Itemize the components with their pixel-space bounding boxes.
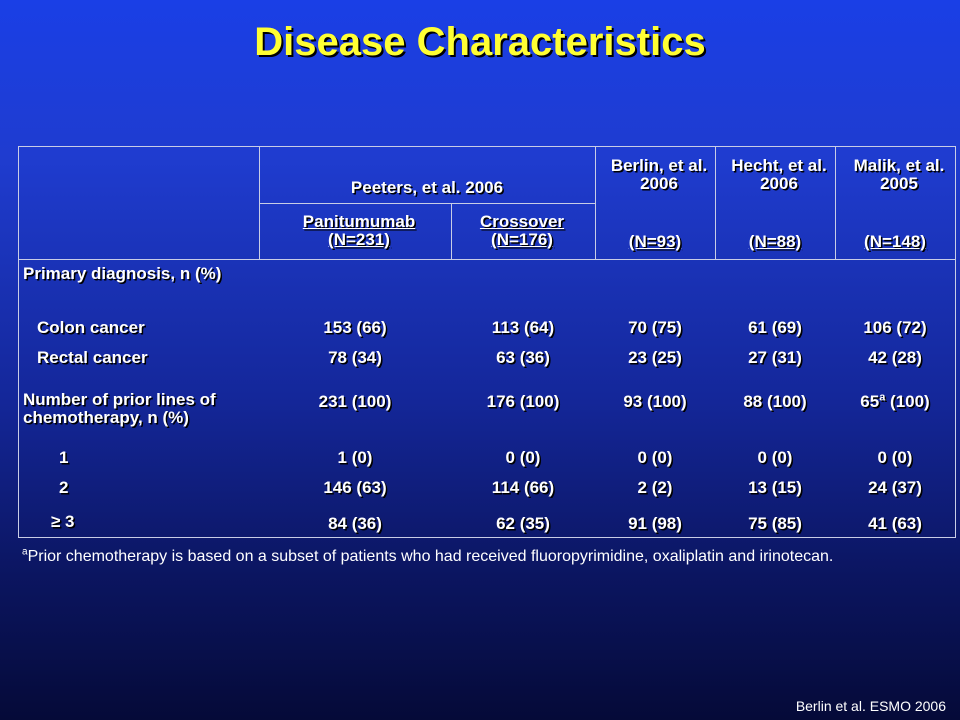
table-cell: 75 (85)	[748, 514, 802, 533]
page-title: Disease Characteristics	[254, 20, 706, 64]
header-panitumumab: Panitumumab (N=231)	[302, 212, 416, 249]
row-label-rectal: Rectal cancer	[37, 348, 148, 367]
row-label-prior-lines: Number of prior lines of chemotherapy, n…	[23, 390, 216, 427]
row-label-primary-diagnosis: Primary diagnosis, n (%)	[23, 264, 222, 283]
header-hecht-n: (N=88)	[748, 232, 802, 251]
table-cell-value: 65	[860, 392, 880, 411]
footnote-text: Prior chemotherapy is based on a subset …	[27, 548, 834, 565]
header-berlin-n: (N=93)	[628, 232, 682, 251]
table-cell: 231 (100)	[318, 392, 392, 411]
table-cell: 106 (72)	[863, 318, 927, 337]
row-label-1: 1	[59, 448, 69, 467]
row-label-2: 2	[59, 478, 69, 497]
table-cell: 63 (36)	[496, 348, 550, 367]
header-malik-n: (N=148)	[864, 232, 926, 251]
grid-line	[835, 147, 836, 259]
table-cell: 146 (63)	[323, 478, 387, 497]
grid-line	[715, 147, 716, 259]
table-cell: 41 (63)	[868, 514, 922, 533]
grid-line	[19, 259, 955, 260]
table-cell: 78 (34)	[328, 348, 382, 367]
table-cell-suffix: (100)	[885, 392, 930, 411]
table-cell: 88 (100)	[743, 392, 807, 411]
citation: Berlin et al. ESMO 2006	[795, 698, 946, 714]
table-cell: 84 (36)	[328, 514, 382, 533]
header-malik: Malik, et al. 2005	[853, 156, 945, 193]
table-cell: 93 (100)	[623, 392, 687, 411]
header-berlin: Berlin, et al. 2006	[610, 156, 708, 193]
header-peeters: Peeters, et al. 2006	[350, 178, 504, 197]
header-crossover: Crossover (N=176)	[479, 212, 565, 249]
table-cell: 61 (69)	[748, 318, 802, 337]
table-cell: 70 (75)	[628, 318, 682, 337]
table-cell: 0 (0)	[877, 448, 913, 467]
grid-line	[595, 147, 596, 259]
table-cell: 65a (100)	[835, 391, 955, 411]
table-cell: 114 (66)	[491, 478, 555, 497]
table-cell: 13 (15)	[748, 478, 802, 497]
table-cell: 0 (0)	[505, 448, 541, 467]
table-cell: 153 (66)	[323, 318, 387, 337]
table-cell: 176 (100)	[486, 392, 560, 411]
grid-line	[451, 203, 452, 259]
table-cell: 2 (2)	[637, 478, 673, 497]
footnote-marker: a	[879, 391, 886, 404]
row-label-colon: Colon cancer	[37, 318, 145, 337]
grid-line	[259, 203, 595, 204]
table-cell: 1 (0)	[337, 448, 373, 467]
row-label-3-plus: ≥ 3	[51, 512, 75, 531]
table-cell: 113 (64)	[491, 318, 555, 337]
footnote: aPrior chemotherapy is based on a subset…	[22, 545, 922, 569]
table-cell: 0 (0)	[637, 448, 673, 467]
table-cell: 42 (28)	[868, 348, 922, 367]
table-cell: 23 (25)	[628, 348, 682, 367]
characteristics-table: Peeters, et al. 2006 Berlin, et al. 2006…	[18, 146, 956, 538]
table-cell: 24 (37)	[868, 478, 922, 497]
table-cell: 27 (31)	[748, 348, 802, 367]
table-cell: 91 (98)	[628, 514, 682, 533]
table-cell: 0 (0)	[757, 448, 793, 467]
table-cell: 62 (35)	[496, 514, 550, 533]
header-hecht: Hecht, et al. 2006	[731, 156, 827, 193]
footnote-marker: a	[22, 546, 28, 558]
